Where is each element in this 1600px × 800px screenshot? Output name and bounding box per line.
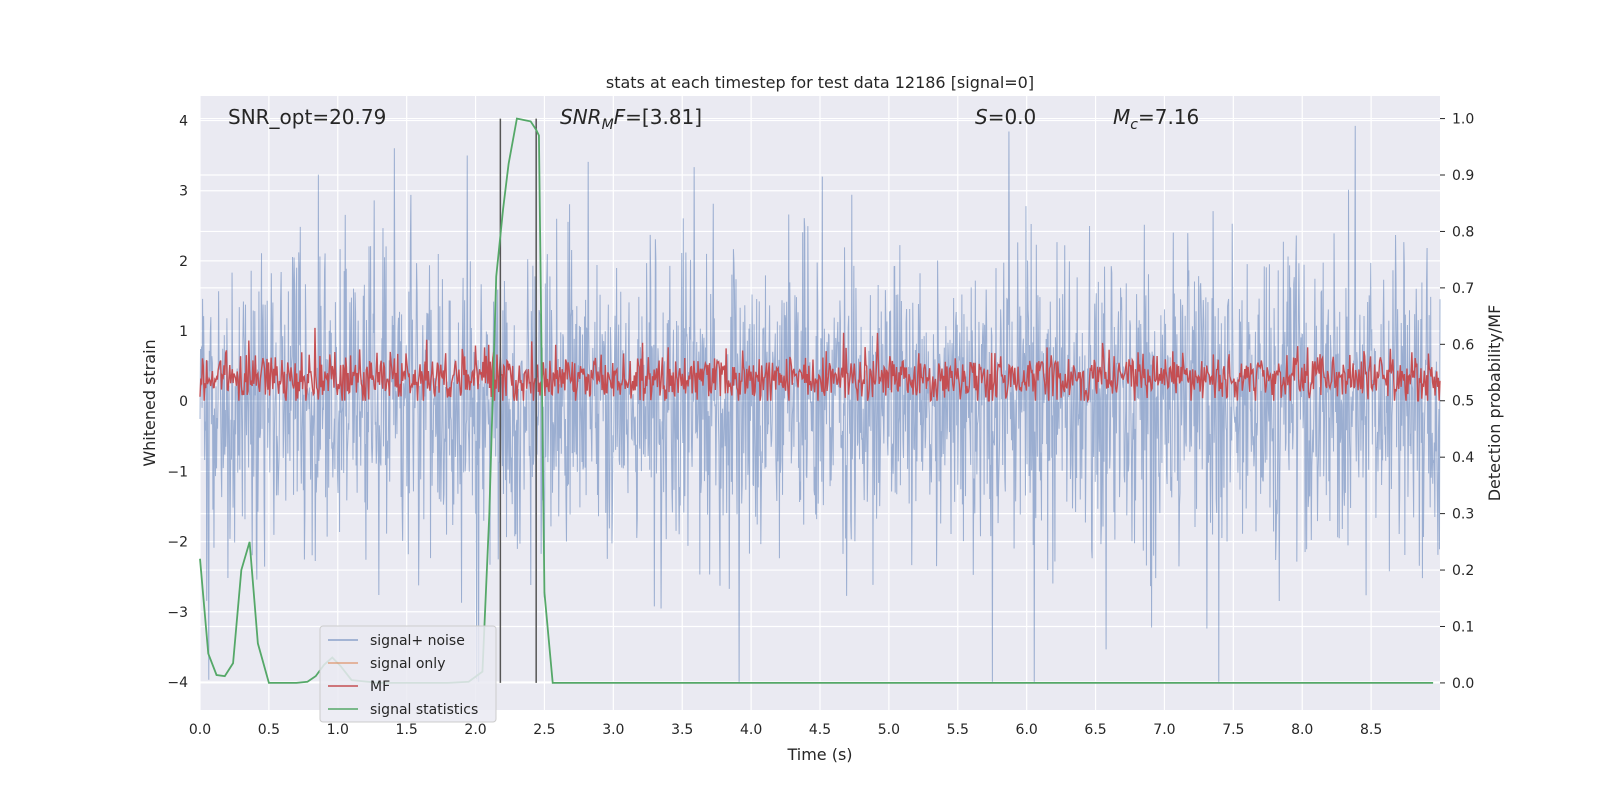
y-left-tick-label: −4: [167, 675, 188, 691]
mc-base: M: [1113, 105, 1130, 129]
y-right-tick-label: 1.0: [1452, 112, 1474, 128]
annotation-s: S=0.0: [975, 105, 1036, 129]
x-tick-label: 2.5: [533, 722, 555, 738]
x-tick-label: 4.0: [740, 722, 762, 738]
s-value: =0.0: [988, 105, 1037, 129]
snr-mf-sub: M: [602, 117, 614, 133]
legend: signal+ noise signal only MF signal stat…: [319, 625, 497, 723]
y-left-tick-label: −3: [167, 605, 188, 621]
legend-label-signal-only: signal only: [370, 656, 445, 672]
legend-label-mf: MF: [370, 679, 390, 695]
x-axis-ticks: 0.0 0.5 1.0 1.5 2.0 2.5 3.0 3.5 4.0 4.5 5.0 5.5 6.0 6…: [189, 722, 1382, 738]
y-right-tick-label: 0.2: [1452, 563, 1474, 579]
x-tick-label: 6.5: [1084, 722, 1106, 738]
x-tick-label: 6.0: [1016, 722, 1038, 738]
y-right-tick-label: 0.3: [1452, 507, 1474, 523]
y-right-tick-label: 0.4: [1452, 450, 1474, 466]
mf-trace: [199, 327, 1441, 403]
y-axis-left-label: Whitened strain: [140, 339, 159, 466]
x-tick-label: 5.5: [947, 722, 969, 738]
x-tick-label: 3.5: [671, 722, 693, 738]
x-tick-label: 8.5: [1360, 722, 1382, 738]
y-right-tick-label: 0.8: [1452, 224, 1474, 240]
y-axis-right-ticks: 1.0 0.9 0.8 0.7 0.6 0.5 0.4 0.3 0.2 0.1 0.0: [1440, 112, 1474, 692]
x-tick-label: 0.0: [189, 722, 211, 738]
y-right-tick-label: 0.0: [1452, 676, 1474, 692]
s-base: S: [975, 105, 988, 129]
y-right-tick-label: 0.9: [1452, 168, 1474, 184]
vertical-markers: [499, 118, 537, 683]
legend-frame: [319, 625, 497, 723]
mc-sub: c: [1130, 117, 1138, 133]
y-axis-left-ticks: 4 3 2 1 0 −1 −2 −3 −4: [167, 114, 188, 691]
y-right-tick-label: 0.7: [1452, 281, 1474, 297]
y-right-tick-label: 0.1: [1452, 619, 1474, 635]
annotation-mc: Mc=7.16: [1113, 105, 1199, 133]
y-right-tick-label: 0.6: [1452, 337, 1474, 353]
x-tick-label: 0.5: [258, 722, 280, 738]
snr-mf-value: =[3.81]: [625, 105, 702, 129]
legend-label-signal-statistics: signal statistics: [370, 702, 478, 718]
y-axis-right-label: Detection probability/MF: [1485, 305, 1504, 502]
y-left-tick-label: −1: [167, 464, 188, 480]
legend-label-signal-noise: signal+ noise: [370, 633, 465, 649]
y-left-tick-label: 3: [179, 184, 188, 200]
x-tick-label: 5.0: [878, 722, 900, 738]
y-right-tick-label: 0.5: [1452, 394, 1474, 410]
snr-mf-base: SNR: [560, 105, 602, 129]
x-axis-label: Time (s): [786, 745, 852, 764]
annotation-snr-mf: SNRMF=[3.81]: [560, 105, 702, 133]
chart-title: stats at each timestep for test data 121…: [606, 73, 1034, 92]
y-left-tick-label: 2: [179, 254, 188, 270]
annotation-snr-opt: SNR_opt=20.79: [228, 105, 386, 129]
y-left-tick-label: 1: [179, 324, 188, 340]
mc-value: =7.16: [1138, 105, 1199, 129]
snr-mf-tail: F: [614, 105, 626, 129]
x-tick-label: 7.5: [1222, 722, 1244, 738]
series-mf: [199, 327, 1441, 403]
y-left-tick-label: −2: [167, 535, 188, 551]
x-tick-label: 2.0: [464, 722, 486, 738]
y-left-tick-label: 4: [179, 114, 188, 130]
y-left-tick-label: 0: [179, 394, 188, 410]
x-tick-label: 7.0: [1153, 722, 1175, 738]
x-tick-label: 1.5: [396, 722, 418, 738]
x-tick-label: 4.5: [809, 722, 831, 738]
x-tick-label: 1.0: [327, 722, 349, 738]
x-tick-label: 3.0: [602, 722, 624, 738]
x-tick-label: 8.0: [1291, 722, 1313, 738]
